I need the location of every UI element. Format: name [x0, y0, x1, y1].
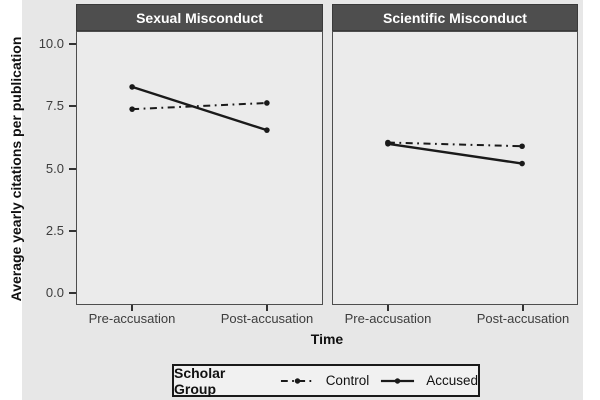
facet-title: Sexual Misconduct — [136, 9, 263, 26]
facet-header-sexual-misconduct: Sexual Misconduct — [76, 4, 323, 31]
series-line-accused — [387, 142, 523, 165]
legend-key-solid-line-icon — [381, 377, 415, 384]
x-tick-label: Post-accusation — [476, 311, 570, 326]
series-line-accused — [131, 85, 268, 132]
data-point-control — [129, 106, 135, 112]
data-point-control — [264, 100, 270, 106]
y-tick-mark — [69, 105, 76, 107]
legend-title: Scholar Group — [174, 364, 226, 397]
data-point-control — [519, 143, 525, 150]
data-point-accused — [264, 127, 270, 133]
y-tick-label: 5.0 — [45, 161, 64, 176]
line-plot-scientific — [385, 139, 525, 167]
x-tick-label: Pre-accusation — [344, 311, 432, 326]
y-tick-mark — [69, 168, 76, 170]
x-axis-title: Time — [310, 331, 344, 347]
x-tick-label: Pre-accusation — [88, 311, 176, 326]
line-plot-sexual — [129, 84, 270, 133]
x-tick-mark — [266, 305, 268, 311]
legend-label-accused: Accused — [426, 373, 478, 388]
x-tick-mark — [387, 305, 389, 311]
y-tick-mark — [69, 292, 76, 294]
facet-header-scientific-misconduct: Scientific Misconduct — [332, 4, 578, 31]
y-tick-mark — [69, 43, 76, 45]
y-tick-label: 10.0 — [38, 36, 64, 51]
y-tick-label: 0.0 — [45, 285, 64, 300]
x-tick-mark — [522, 305, 524, 311]
plot-panel-sexual — [76, 31, 323, 305]
y-tick-mark — [69, 230, 76, 232]
y-tick-label: 7.5 — [45, 98, 64, 113]
data-point-accused — [129, 84, 135, 90]
plot-panel-scientific — [332, 31, 578, 305]
x-tick-label: Post-accusation — [220, 311, 314, 326]
data-point-accused — [519, 160, 525, 167]
y-tick-label: 2.5 — [45, 223, 64, 238]
legend-key-dashdot-line-icon — [280, 377, 314, 384]
facet-title: Scientific Misconduct — [383, 9, 527, 26]
y-axis-title: Average yearly citations per publication — [8, 36, 24, 302]
legend-label-control: Control — [325, 373, 370, 388]
legend: Scholar Group Control Accused — [172, 364, 480, 397]
series-line-control — [387, 141, 523, 148]
series-line-control — [132, 101, 267, 111]
x-tick-mark — [131, 305, 133, 311]
data-point-accused — [385, 140, 391, 147]
